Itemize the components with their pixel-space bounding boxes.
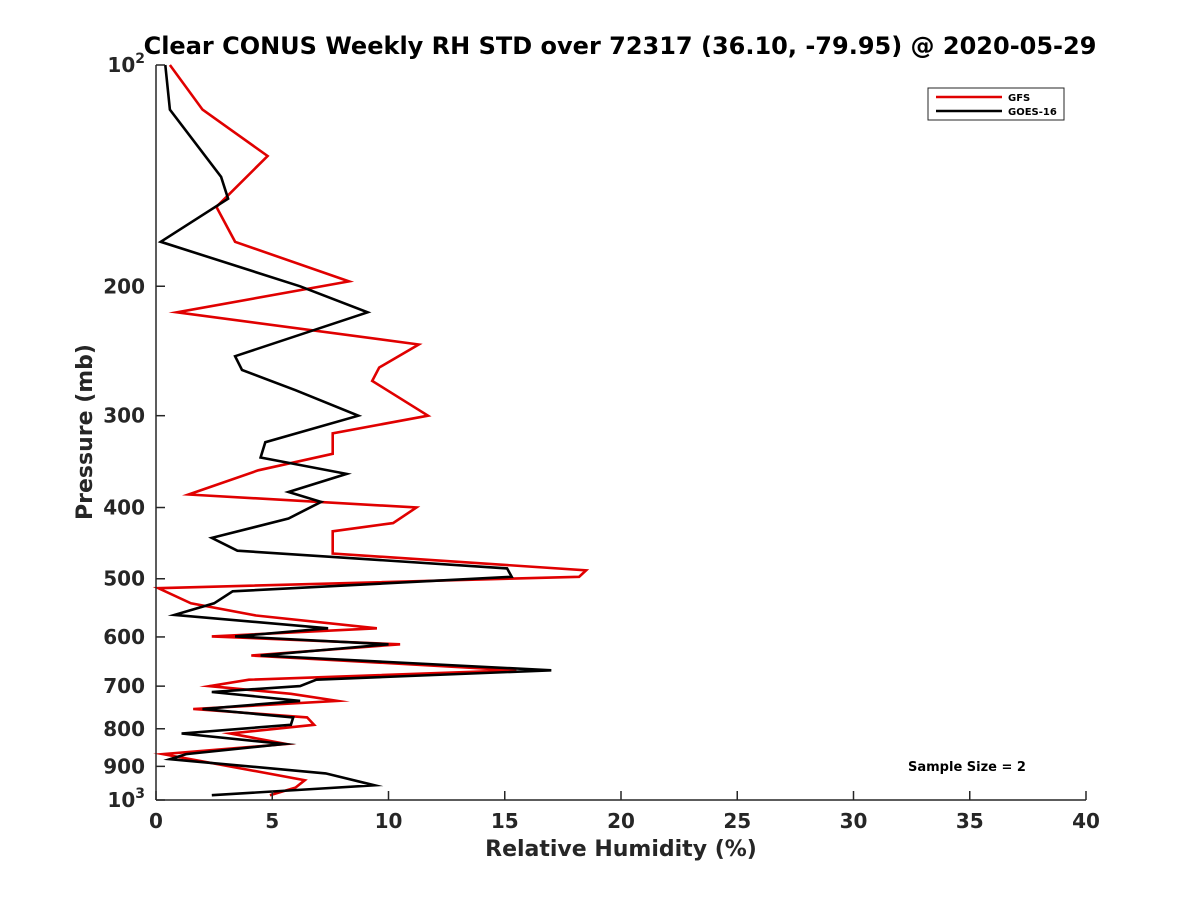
legend-label-gfs: GFS bbox=[1008, 93, 1030, 104]
legend-label-goes16: GOES-16 bbox=[1008, 107, 1057, 118]
y-tick-label: 400 bbox=[103, 496, 145, 520]
y-tick-label: 900 bbox=[103, 754, 145, 778]
y-tick-label: 102 bbox=[107, 51, 145, 77]
legend: GFS GOES-16 bbox=[927, 87, 1065, 121]
series-line-gfs bbox=[152, 64, 590, 797]
y-tick-label: 600 bbox=[103, 625, 145, 649]
y-tick-label: 300 bbox=[103, 404, 145, 428]
y-tick-label: 500 bbox=[103, 567, 145, 591]
x-tick-label: 35 bbox=[956, 809, 984, 833]
y-tick-label: 800 bbox=[103, 717, 145, 741]
series-line-goes16 bbox=[157, 64, 552, 797]
series-layer bbox=[152, 64, 590, 797]
y-tick-label: 103 bbox=[107, 786, 145, 812]
y-tick-label: 700 bbox=[103, 674, 145, 698]
x-tick-label: 10 bbox=[375, 809, 403, 833]
y-axis-label: Pressure (mb) bbox=[73, 344, 98, 520]
x-tick-label: 0 bbox=[149, 809, 163, 833]
x-tick-label: 40 bbox=[1072, 809, 1100, 833]
legend-box bbox=[927, 87, 1065, 121]
y-ticks: 102 200 300 400 500 600 700 800 900 103 bbox=[103, 51, 165, 812]
x-tick-label: 5 bbox=[265, 809, 279, 833]
x-axis-label: Relative Humidity (%) bbox=[485, 837, 757, 862]
x-tick-label: 20 bbox=[607, 809, 635, 833]
x-ticks: 0 5 10 15 20 25 30 35 40 bbox=[149, 791, 1100, 833]
chart-title: Clear CONUS Weekly RH STD over 72317 (36… bbox=[144, 32, 1097, 60]
y-tick-label: 200 bbox=[103, 274, 145, 298]
x-tick-label: 15 bbox=[491, 809, 519, 833]
sample-size-annotation: Sample Size = 2 bbox=[908, 760, 1026, 775]
x-tick-label: 25 bbox=[723, 809, 751, 833]
x-tick-label: 30 bbox=[840, 809, 868, 833]
